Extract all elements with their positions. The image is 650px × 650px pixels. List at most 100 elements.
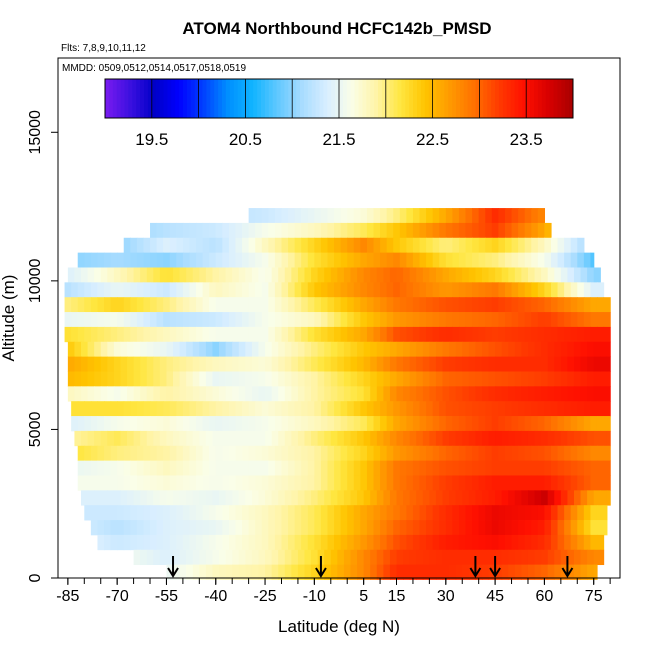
heatmap-cell — [199, 386, 207, 402]
heatmap-cell — [159, 549, 168, 566]
profile-marker-arrowhead — [315, 567, 327, 578]
heatmap-cell — [541, 341, 549, 358]
heatmap-cell — [412, 326, 421, 343]
heatmap-cell — [281, 282, 289, 298]
heatmap-cell — [596, 401, 605, 417]
colorbar-segment — [530, 79, 535, 118]
heatmap-cell — [150, 282, 158, 298]
heatmap-cell — [90, 401, 99, 417]
heatmap-cell — [419, 326, 427, 343]
heatmap-cell — [268, 282, 276, 298]
heatmap-cell — [409, 430, 417, 447]
heatmap-cell — [491, 520, 499, 536]
heatmap-cell — [159, 490, 168, 506]
heatmap-cell — [268, 312, 276, 328]
heatmap-cell — [366, 297, 375, 313]
heatmap-cell — [481, 356, 490, 372]
heatmap-cell — [320, 460, 329, 476]
heatmap-cell — [521, 490, 529, 506]
heatmap-cell — [255, 475, 263, 491]
heatmap-cell — [550, 505, 559, 521]
heatmap-cell — [212, 341, 220, 358]
heatmap-cell — [409, 490, 417, 506]
heatmap-cell — [320, 416, 329, 432]
heatmap-cell — [458, 237, 467, 254]
heatmap-cell — [255, 282, 263, 298]
heatmap-cell — [330, 549, 338, 566]
heatmap-cell — [403, 430, 411, 447]
heatmap-cell — [583, 297, 592, 313]
heatmap-cell — [133, 356, 141, 372]
heatmap-cell — [442, 564, 450, 580]
heatmap-cell — [90, 252, 99, 268]
heatmap-cell — [478, 222, 486, 239]
heatmap-cell — [518, 534, 526, 551]
heatmap-cell — [343, 267, 352, 283]
heatmap-cell — [104, 312, 112, 328]
heatmap-cell — [389, 371, 398, 387]
heatmap-cell — [199, 549, 207, 566]
heatmap-cell — [491, 252, 499, 268]
heatmap-cell — [360, 252, 368, 268]
heatmap-cell — [242, 312, 250, 328]
heatmap-cell — [77, 416, 85, 432]
heatmap-cell — [77, 252, 85, 268]
colorbar-segment — [159, 79, 164, 118]
heatmap-cell — [406, 520, 414, 536]
heatmap-cell — [169, 282, 177, 298]
heatmap-cell — [445, 534, 453, 551]
heatmap-cell — [373, 237, 381, 254]
heatmap-cell — [422, 341, 430, 358]
colorbar-segment — [151, 79, 157, 118]
heatmap-cell — [593, 267, 601, 283]
heatmap-cell — [179, 371, 187, 387]
colorbar-segment — [171, 79, 176, 118]
colorbar-segment — [225, 79, 231, 118]
heatmap-cell — [419, 416, 427, 432]
heatmap-cell — [301, 505, 309, 521]
heatmap-cell — [136, 445, 145, 462]
colorbar-segment — [456, 79, 461, 118]
heatmap-cell — [475, 371, 483, 387]
heatmap-cell — [452, 475, 460, 491]
heatmap-cell — [71, 312, 79, 328]
heatmap-cell — [419, 534, 427, 551]
heatmap-cell — [406, 505, 414, 521]
heatmap-cell — [508, 549, 516, 566]
heatmap-cell — [570, 460, 578, 476]
colorbar-segment — [432, 79, 437, 118]
heatmap-cell — [327, 282, 335, 298]
heatmap-cell — [268, 416, 276, 432]
heatmap-cell — [518, 282, 526, 298]
heatmap-cell — [166, 386, 174, 402]
heatmap-cell — [94, 371, 102, 387]
heatmap-cell — [452, 416, 460, 432]
heatmap-cell — [251, 490, 260, 506]
heatmap-cell — [248, 475, 256, 491]
heatmap-cell — [518, 252, 526, 268]
heatmap-cell — [521, 386, 529, 402]
heatmap-cell — [150, 222, 158, 239]
heatmap-cell — [140, 267, 148, 283]
heatmap-cell — [472, 237, 480, 254]
heatmap-cell — [393, 312, 401, 328]
heatmap-cell — [518, 326, 526, 343]
heatmap-cell — [350, 371, 358, 387]
heatmap-cell — [419, 401, 427, 417]
heatmap-cell — [327, 401, 335, 417]
heatmap-cell — [104, 326, 112, 343]
heatmap-cell — [419, 520, 427, 536]
heatmap-cell — [199, 564, 207, 580]
heatmap-cell — [136, 460, 145, 476]
colorbar-segment — [140, 79, 145, 118]
heatmap-cell — [268, 208, 276, 224]
heatmap-cell — [291, 549, 299, 566]
heatmap-cell — [357, 371, 365, 387]
heatmap-cell — [373, 534, 381, 551]
y-tick-label: 0 — [27, 573, 44, 582]
heatmap-cell — [527, 341, 536, 358]
heatmap-cell — [412, 282, 421, 298]
heatmap-cell — [554, 549, 562, 566]
colorbar-segment — [116, 79, 122, 118]
heatmap-cell — [426, 282, 434, 298]
